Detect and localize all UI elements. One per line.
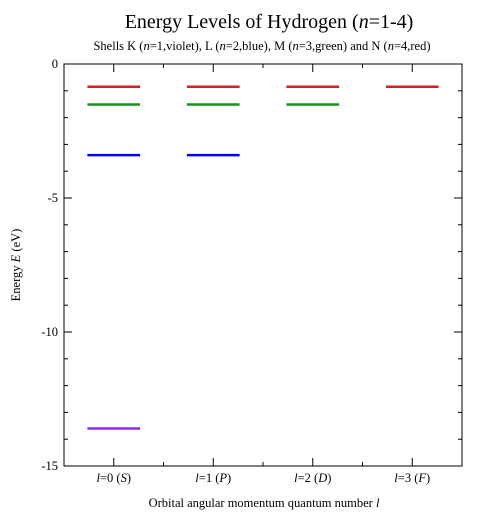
x-tick-label: l=3 (F): [394, 471, 430, 485]
x-tick-label-2-part-3: ): [327, 471, 331, 485]
x-tick-label-1-part-1: =1 (: [199, 471, 220, 485]
subtitle-part-4: =2,blue), M (: [226, 39, 293, 53]
title-part-2: =1-4): [369, 11, 414, 33]
subtitle-part-6: =3,green) and N (: [299, 39, 388, 53]
x-tick-label: l=2 (D): [294, 471, 331, 485]
x-tick-label: l=0 (S): [97, 471, 132, 485]
axis-ticks: [64, 64, 462, 466]
plot-frame: [64, 64, 462, 466]
y-axis-label: Energy E (eV): [9, 229, 23, 302]
x-tick-labels: l=0 (S) l=1 (P) l=2 (D) l=3 (F): [97, 471, 431, 485]
x-axis-label: Orbital angular momentum quantum number …: [149, 496, 380, 510]
x-tick-label-0-part-3: ): [127, 471, 131, 485]
subtitle-part-8: =4,red): [394, 39, 431, 53]
chart-title: Energy Levels of Hydrogen (n=1-4): [125, 11, 414, 33]
x-tick-label-3-part-1: =3 (: [398, 471, 419, 485]
y-tick-labels: 0 -5 -10 -15: [41, 57, 58, 473]
y-tick-label: 0: [52, 57, 58, 71]
ylabel-part-2: (eV): [9, 229, 23, 255]
y-tick-label: -10: [41, 325, 58, 339]
title-part-0: Energy Levels of Hydrogen (: [125, 11, 359, 33]
xlabel-part-1: l: [376, 496, 380, 510]
x-tick-label: l=1 (P): [195, 471, 231, 485]
x-tick-label-1-part-3: ): [227, 471, 231, 485]
y-tick-label: -5: [48, 191, 58, 205]
x-tick-label-3-part-3: ): [426, 471, 430, 485]
chart-subtitle: Shells K (n=1,violet), L (n=2,blue), M (…: [93, 39, 430, 53]
subtitle-part-2: =1,violet), L (: [150, 39, 220, 53]
energy-levels: [87, 87, 438, 429]
ylabel-part-0: Energy: [9, 262, 23, 301]
x-tick-label-0-part-1: =0 (: [100, 471, 121, 485]
x-tick-label-2-part-2: D: [317, 471, 327, 485]
y-tick-label: -15: [41, 459, 58, 473]
xlabel-part-0: Orbital angular momentum quantum number: [149, 496, 376, 510]
subtitle-part-0: Shells K (: [93, 39, 143, 53]
x-tick-label-2-part-1: =2 (: [298, 471, 319, 485]
title-part-1: n: [359, 11, 369, 33]
